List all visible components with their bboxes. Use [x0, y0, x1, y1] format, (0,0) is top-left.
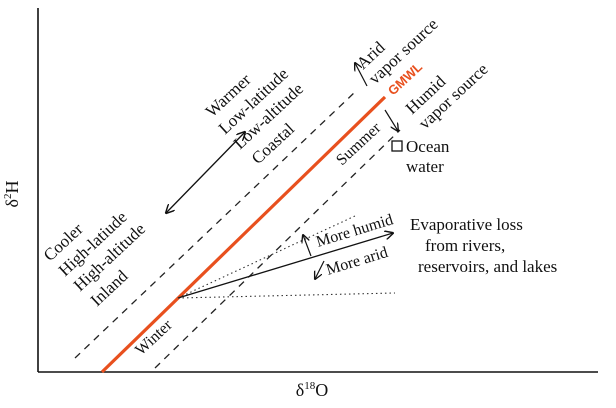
evap-label-line2: from rivers,: [425, 236, 505, 255]
more-arid-arrow: [315, 260, 325, 279]
x-axis-label: δ18O: [296, 380, 328, 400]
humid-evaporation-line: [177, 215, 356, 299]
arid-evaporation-line: [177, 292, 396, 299]
evap-label-line1: Evaporative loss: [410, 215, 523, 234]
evap-label-line3: reservoirs, and lakes: [418, 257, 557, 276]
ocean-water-marker: [391, 140, 403, 152]
ocean-water-label: water: [406, 157, 444, 176]
more-arid-label: More arid: [324, 244, 390, 279]
humid-envelope-line: [154, 129, 401, 369]
humid-source-arrow: [384, 109, 398, 131]
y-axis-label: δ2H: [2, 181, 22, 208]
temperature-double-arrow: [166, 132, 245, 213]
arid-source-arrow: [355, 63, 368, 87]
more-humid-arrow: [303, 235, 312, 257]
ocean-label: Ocean: [406, 137, 450, 156]
summer-label: Summer: [333, 119, 385, 169]
gmwl-line: [100, 95, 387, 374]
evaporation-arrow: [177, 233, 393, 299]
